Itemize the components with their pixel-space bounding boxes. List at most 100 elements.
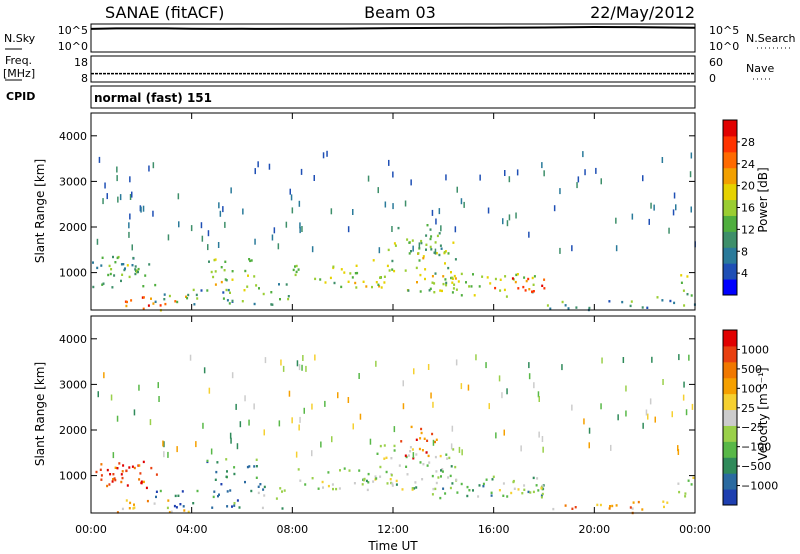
echo-cell: [106, 484, 109, 488]
echo-cell: [152, 162, 155, 169]
echo-cell: [543, 287, 546, 290]
echo-cell: [119, 194, 122, 201]
echo-cell: [372, 480, 375, 483]
echo-cell: [255, 458, 258, 461]
echo-cell: [408, 252, 411, 255]
echo-cell: [294, 265, 296, 268]
echo-cell: [222, 206, 224, 213]
echo-cell: [193, 303, 196, 306]
echo-cell: [255, 465, 258, 468]
echo-cell: [168, 511, 171, 514]
echo-cell: [225, 458, 228, 461]
echo-cell: [438, 253, 441, 257]
echo-cell: [305, 365, 307, 372]
echo-cell: [347, 280, 350, 283]
echo-cell: [155, 473, 158, 476]
echo-cell: [331, 483, 334, 486]
echo-cell: [108, 483, 111, 486]
echo-cell: [441, 289, 443, 293]
noise-right-tick-top: 10^5: [709, 24, 739, 37]
echo-cell: [380, 286, 383, 289]
echo-cell: [386, 264, 389, 268]
echo-cell: [113, 274, 116, 277]
echo-cell: [335, 487, 338, 491]
echo-cell: [600, 403, 602, 410]
echo-cell: [268, 163, 271, 170]
echo-cell: [430, 248, 433, 251]
echo-cell: [248, 258, 251, 261]
echo-cell: [301, 364, 303, 371]
echo-cell: [384, 201, 387, 208]
echo-cell: [553, 205, 556, 212]
echo-cell: [113, 477, 116, 480]
echo-cell: [371, 285, 373, 289]
echo-cell: [327, 471, 330, 474]
velocity-panel-bg: [91, 316, 695, 513]
echo-cell: [176, 446, 178, 453]
echo-cell: [690, 483, 693, 486]
echo-cell: [443, 251, 446, 254]
echo-cell: [258, 287, 260, 290]
echo-cell: [298, 424, 300, 431]
echo-cell: [422, 255, 425, 258]
echo-cell: [441, 468, 444, 471]
echo-cell: [177, 193, 180, 200]
echo-cell: [235, 403, 237, 410]
echo-cell: [390, 457, 393, 460]
echo-cell: [311, 246, 314, 253]
echo-cell: [661, 299, 664, 302]
echo-cell: [481, 275, 484, 278]
echo-cell: [631, 213, 634, 220]
echo-cell: [527, 277, 530, 281]
echo-cell: [385, 470, 388, 474]
echo-cell: [262, 292, 265, 296]
echo-cell: [415, 438, 418, 441]
echo-cell: [130, 299, 133, 302]
colorbar-tick-label: −100: [741, 441, 771, 454]
echo-cell: [405, 455, 408, 459]
echo-cell: [678, 354, 680, 361]
echo-cell: [303, 407, 305, 414]
echo-cell: [104, 182, 106, 189]
echo-cell: [663, 505, 665, 509]
echo-cell: [138, 464, 141, 467]
echo-cell: [451, 482, 454, 485]
echo-cell: [549, 307, 552, 310]
echo-cell: [460, 482, 463, 486]
velocity-colorbar: 1000 500 100 25 −25 −100 −500 −1000: [722, 329, 778, 506]
echo-cell: [287, 297, 290, 301]
colorbar-swatch: [723, 425, 737, 442]
noise-left-tick-top: 10^5: [58, 24, 88, 37]
echo-cell: [448, 456, 451, 460]
echo-cell: [527, 490, 530, 494]
echo-cell: [287, 295, 290, 298]
echo-cell: [432, 487, 435, 491]
echo-cell: [405, 465, 408, 468]
echo-cell: [356, 271, 359, 275]
echo-cell: [431, 432, 434, 436]
echo-cell: [682, 289, 685, 292]
echo-cell: [451, 425, 454, 432]
echo-cell: [121, 507, 124, 511]
echo-cell: [690, 294, 693, 297]
echo-cell: [447, 252, 450, 255]
echo-cell: [503, 288, 506, 292]
echo-cell: [361, 483, 364, 486]
echo-cell: [439, 496, 442, 500]
echo-cell: [121, 476, 124, 480]
echo-cell: [541, 484, 544, 488]
echo-cell: [116, 467, 119, 470]
echo-cell: [270, 303, 273, 306]
echo-cell: [299, 416, 301, 423]
echo-cell: [142, 480, 145, 484]
echo-cell: [647, 413, 649, 420]
echo-cell: [426, 464, 429, 467]
echo-cell: [571, 245, 573, 252]
beam-title: Beam 03: [364, 3, 436, 22]
time-x-axis: 00:00 04:00 08:00 12:00 16:00 20:00 00:00: [75, 113, 711, 536]
echo-cell: [142, 296, 145, 299]
echo-cell: [532, 283, 535, 286]
echo-cell: [583, 418, 585, 425]
echo-cell: [541, 162, 543, 169]
